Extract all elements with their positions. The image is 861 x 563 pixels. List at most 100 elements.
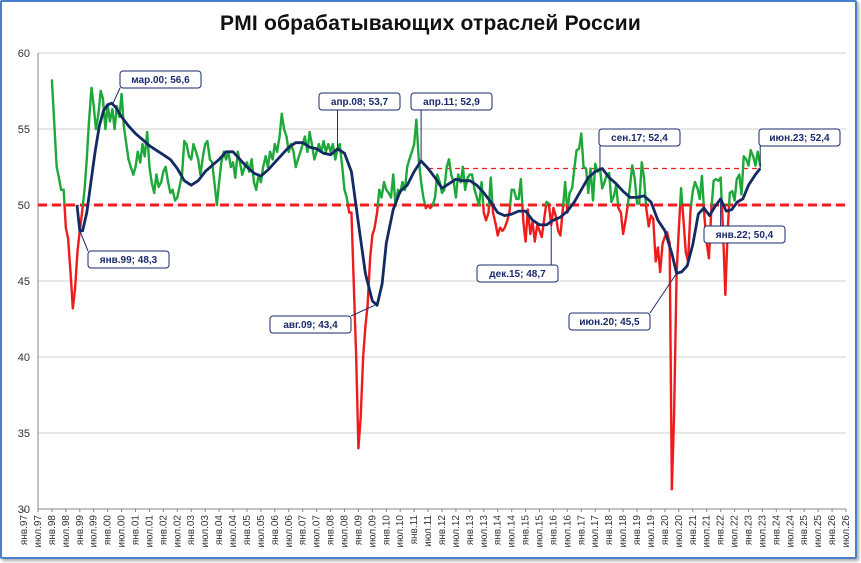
pmi-segment	[677, 203, 682, 231]
x-tick-label: июл.12	[451, 515, 462, 548]
pmi-segment	[681, 203, 685, 223]
x-tick-label: янв.22	[716, 515, 727, 546]
pmi-segment	[689, 190, 694, 207]
pmi-segment	[373, 211, 379, 230]
y-tick-40: 40	[18, 352, 30, 364]
x-tick-label: янв.10	[381, 515, 392, 546]
x-tick-label: июл.18	[618, 515, 629, 548]
x-tick-label: июл.04	[228, 515, 239, 548]
pmi-segment	[480, 180, 485, 207]
x-tick-label: июл.17	[590, 515, 601, 548]
pmi-segment	[651, 217, 657, 263]
pmi-segment	[299, 142, 304, 154]
moving-average-series	[75, 101, 762, 307]
pmi-segment	[533, 223, 539, 243]
x-tick-label: июл.14	[507, 515, 518, 548]
x-tick-label: июл.11	[423, 515, 434, 547]
pmi-segment	[66, 237, 72, 275]
x-tick-label: июл.99	[89, 515, 100, 548]
pmi-segment	[180, 139, 186, 176]
pmi-segment	[52, 120, 58, 169]
pmi-segment	[614, 184, 620, 207]
x-tick-label: янв.08	[326, 515, 337, 546]
y-tick-45: 45	[18, 276, 30, 288]
pmi-segment	[192, 142, 198, 154]
pmi-segment	[512, 188, 518, 201]
moving-average-line	[75, 101, 762, 307]
pmi-segment	[194, 150, 200, 161]
x-tick-label: янв.25	[799, 515, 810, 546]
callout-label: апр.08; 53,7	[331, 97, 389, 108]
callout-label: июн.23; 52,4	[769, 133, 830, 144]
callout-label: мар.00; 56,6	[131, 75, 190, 86]
pmi-segment	[201, 142, 207, 158]
annotations: янв.99; 48,3 мар.00; 56,6 апр.08; 53,7 авг.…	[79, 70, 841, 334]
pmi-segment	[658, 241, 664, 274]
callout-label: дек.15; 48,7	[489, 269, 546, 280]
pmi-segment	[647, 214, 653, 228]
pmi-segment	[431, 196, 437, 207]
pmi-segment	[206, 139, 212, 161]
x-tick-label: янв.07	[298, 515, 309, 546]
pmi-segment	[727, 191, 732, 207]
y-tick-60: 60	[18, 48, 30, 60]
pmi-segment	[350, 211, 355, 283]
callout-leader	[111, 87, 121, 105]
pmi-segment	[159, 170, 165, 184]
pmi-segment	[484, 211, 490, 222]
pmi-segment	[624, 203, 630, 223]
pmi-segment	[508, 203, 512, 214]
pmi-segment	[127, 158, 132, 169]
pmi-segment	[64, 226, 70, 240]
pmi-segment	[352, 279, 358, 359]
pmi-segment	[368, 234, 374, 260]
x-tick-label: июл.19	[646, 515, 657, 548]
callout-box	[119, 70, 202, 89]
pmi-segment	[519, 177, 524, 207]
x-tick-label: янв.03	[186, 515, 197, 546]
pmi-segment	[125, 142, 130, 161]
pmi-segment	[97, 89, 102, 116]
pmi-segment	[71, 287, 77, 310]
pmi-segment	[90, 86, 95, 108]
x-tick-label: июл.13	[479, 515, 490, 548]
pmi-segment	[359, 355, 365, 419]
pmi-segment	[720, 203, 725, 228]
pmi-segment	[94, 112, 100, 131]
pmi-segment	[540, 217, 546, 239]
x-tick-label: июл.06	[284, 515, 295, 548]
pmi-segment	[80, 203, 85, 214]
callout-box	[568, 312, 651, 331]
x-tick-label: янв.00	[103, 515, 114, 546]
pmi-segment	[217, 161, 223, 184]
callout-box	[598, 128, 681, 147]
pmi-segment	[313, 150, 318, 161]
pmi-segment	[382, 180, 388, 192]
pmi-segment	[591, 162, 597, 202]
pmi-segment	[62, 188, 66, 207]
pmi-segment	[573, 149, 578, 170]
pmi-segment	[50, 79, 56, 123]
axes	[23, 53, 847, 512]
pmi-segment	[633, 177, 639, 205]
pmi-segment	[185, 142, 191, 158]
callout-box	[476, 264, 559, 283]
x-tick-label: янв.01	[131, 515, 142, 546]
x-tick-label: июл.02	[172, 515, 183, 548]
pmi-segment	[700, 174, 705, 207]
x-tick-label: июл.97	[33, 515, 44, 548]
pmi-segment	[361, 325, 367, 359]
x-tick-label: июл.03	[200, 515, 211, 548]
pmi-segment	[491, 211, 497, 225]
pmi-segment	[563, 180, 569, 207]
callout-box	[410, 92, 493, 111]
pmi-segment	[227, 150, 233, 169]
pmi-segment	[580, 132, 585, 169]
x-tick-label: янв.16	[548, 515, 559, 546]
pmi-segment	[642, 176, 648, 207]
x-tick-label: янв.17	[576, 515, 587, 546]
callout-label: янв.99; 48,3	[100, 255, 158, 266]
x-tick-label: янв.23	[743, 515, 754, 546]
x-tick-label: янв.12	[437, 515, 448, 546]
